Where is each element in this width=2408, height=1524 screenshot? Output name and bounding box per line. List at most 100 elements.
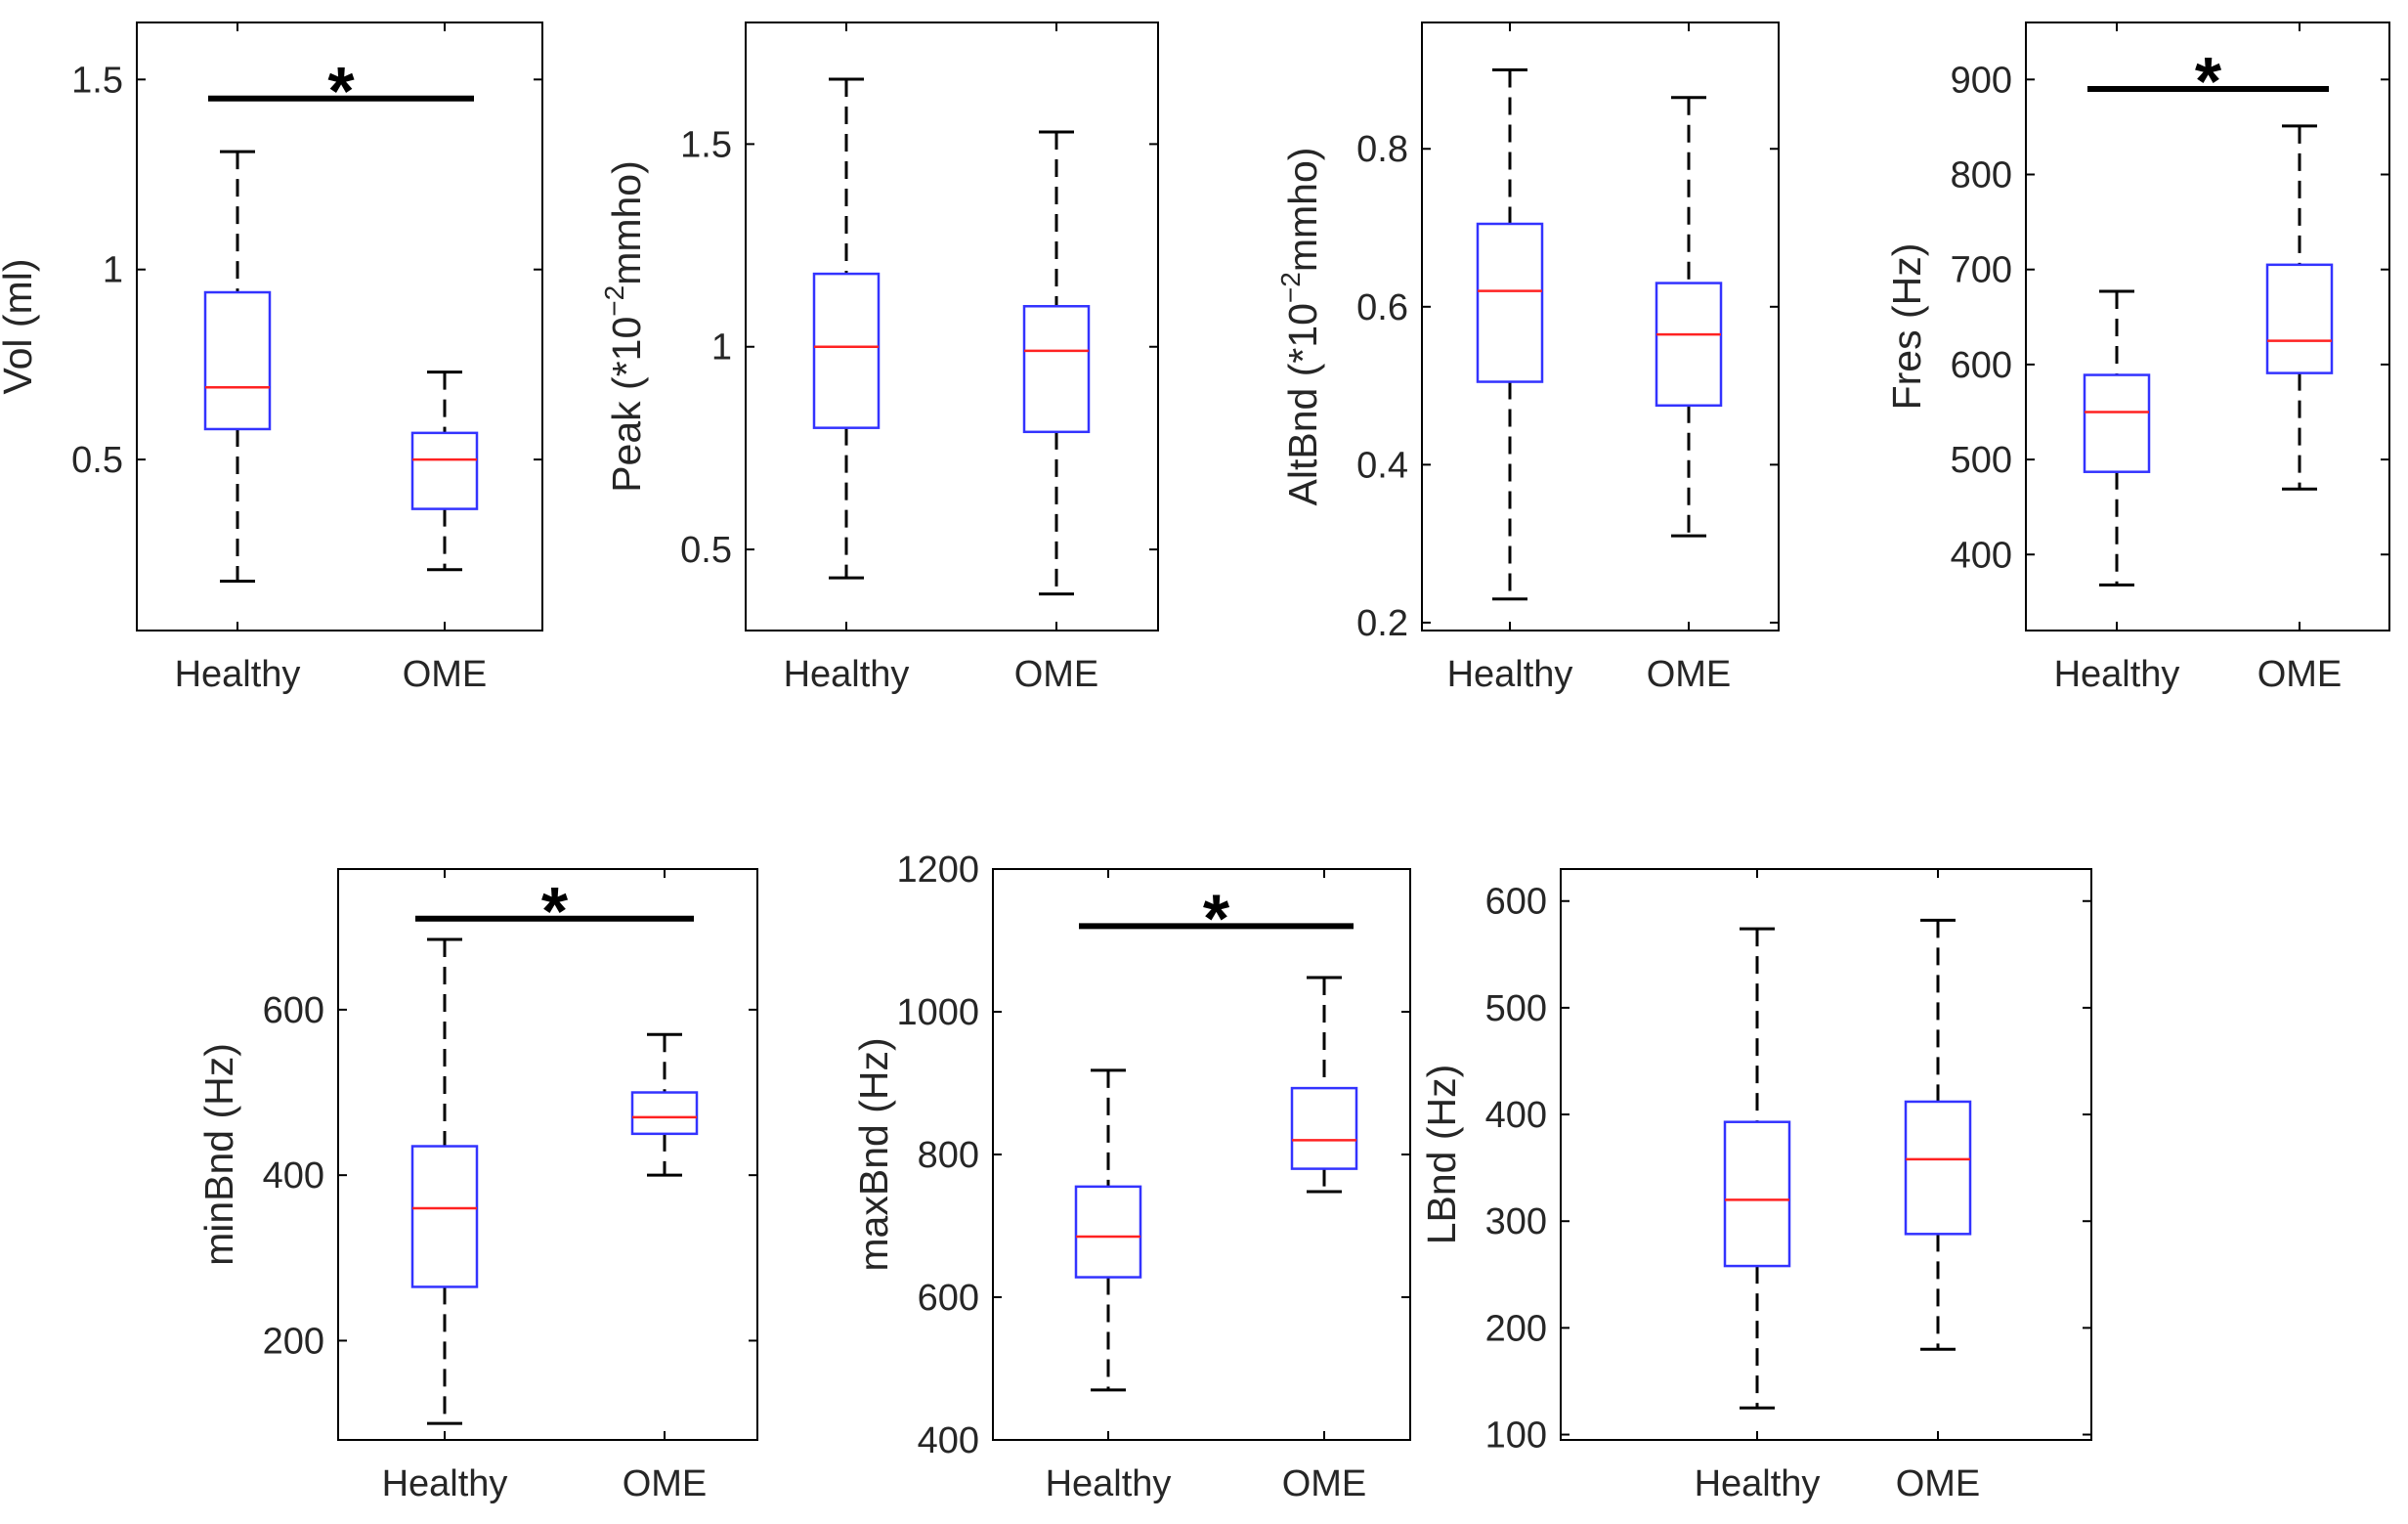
x-tick-label-ome: OME [1282, 1463, 1367, 1504]
axes-frame [745, 22, 1159, 631]
y-tick-label: 1 [711, 327, 732, 369]
iqr-box [1655, 282, 1723, 408]
panel-fres: 400 500 600 700 800 900 Healthy OME Fres (Hz) * [1884, 22, 2390, 695]
iqr-box [1476, 222, 1544, 383]
y-tick-label: 0.4 [1356, 445, 1408, 486]
axes-frame [992, 868, 1411, 1441]
y-tick-label: 200 [1485, 1308, 1547, 1349]
y-tick-label: 600 [263, 990, 324, 1031]
iqr-box [410, 431, 479, 510]
y-axis-label: LBnd (Hz) [1419, 1065, 1464, 1245]
y-axis-label-main: Fres (Hz) [1884, 243, 1929, 411]
box-ome [1904, 918, 1972, 1351]
y-tick-label: 800 [918, 1135, 979, 1176]
y-tick-label: 700 [1951, 250, 2012, 291]
y-tick-label: 200 [263, 1321, 324, 1362]
axes-frame [136, 22, 543, 631]
y-tick-label: 0.8 [1356, 129, 1408, 170]
y-tick-label: 1 [103, 250, 123, 291]
x-tick-label-healthy: Healthy [1046, 1463, 1172, 1504]
x-tick-label-ome: OME [623, 1463, 708, 1504]
y-axis-label-main: Vol (ml) [0, 259, 40, 395]
y-axis-label-unit: mmho) [604, 160, 649, 285]
x-tick-label-healthy: Healthy [1447, 654, 1573, 695]
y-tick-label: 500 [1951, 440, 2012, 481]
significance-star: * [2195, 43, 2222, 119]
axes-frame [1421, 22, 1780, 631]
y-axis-label-exponent: −2 [1275, 272, 1306, 303]
panel-maxbnd: 400 600 800 1000 1200 Healthy OME maxBnd (Hz) * [851, 849, 1411, 1504]
y-tick-label: 1.5 [680, 124, 732, 165]
y-tick-label: 1.5 [71, 60, 123, 101]
significance-star: * [1203, 880, 1230, 956]
y-tick-label: 0.2 [1356, 603, 1408, 644]
x-tick-label-ome: OME [1647, 654, 1732, 695]
y-tick-label: 0.5 [680, 530, 732, 571]
y-tick-label: 900 [1951, 60, 2012, 101]
axes-frame [1560, 868, 2092, 1441]
iqr-box [812, 272, 881, 429]
significance-star: * [541, 873, 569, 949]
y-axis-label: Peak (*10−2mmho) [599, 160, 649, 493]
x-tick-label-ome: OME [403, 654, 488, 695]
y-axis-label-unit: mmho) [1280, 148, 1325, 273]
y-tick-label: 0.5 [71, 440, 123, 481]
significance-star: * [327, 53, 355, 129]
box-healthy [1723, 927, 1791, 1410]
y-tick-label: 400 [263, 1155, 324, 1197]
iqr-box [410, 1145, 479, 1288]
x-tick-label-healthy: Healthy [382, 1463, 508, 1504]
x-tick-label-healthy: Healthy [784, 654, 910, 695]
box-healthy [812, 77, 881, 580]
box-ome [2265, 124, 2334, 491]
x-tick-label-ome: OME [2258, 654, 2343, 695]
y-tick-label: 400 [1485, 1095, 1547, 1136]
iqr-box [203, 290, 272, 431]
box-ome [1655, 96, 1723, 538]
y-axis-label: AltBnd (*10−2mmho) [1275, 148, 1325, 506]
panel-altbnd: 0.2 0.4 0.6 0.8 Healthy OME AltBnd (*10−2mmho) [1275, 22, 1780, 695]
panel-peak: 0.5 1 1.5 Healthy OME Peak (*10−2mmho) [599, 22, 1159, 695]
y-axis-label-main: minBnd (Hz) [196, 1043, 241, 1266]
y-tick-label: 1200 [896, 849, 979, 891]
x-tick-label-ome: OME [1896, 1463, 1981, 1504]
x-tick-label-healthy: Healthy [1695, 1463, 1821, 1504]
iqr-box [1022, 305, 1091, 434]
y-axis-label-main: Peak (*10 [604, 317, 649, 493]
iqr-box [1290, 1086, 1358, 1170]
y-axis-label-main: AltBnd (*10 [1280, 303, 1325, 505]
x-tick-label-healthy: Healthy [2054, 654, 2180, 695]
x-tick-label-healthy: Healthy [175, 654, 301, 695]
iqr-box [1723, 1120, 1791, 1268]
box-ome [630, 1032, 699, 1177]
box-healthy [1074, 1068, 1142, 1392]
axes-frame [337, 868, 758, 1441]
y-axis-label: Vol (ml) [0, 259, 40, 395]
box-healthy [2083, 289, 2151, 587]
box-healthy [410, 937, 479, 1425]
y-tick-label: 400 [918, 1420, 979, 1461]
panel-vol: 0.5 1 1.5 Healthy OME Vol (ml) * [0, 22, 543, 695]
box-ome [1290, 976, 1358, 1194]
y-axis-label-main: LBnd (Hz) [1419, 1065, 1464, 1245]
y-tick-label: 600 [1951, 345, 2012, 386]
y-tick-label: 500 [1485, 988, 1547, 1029]
iqr-box [1074, 1185, 1142, 1279]
box-ome [1022, 130, 1091, 596]
panel-minbnd: 200 400 600 Healthy OME minBnd (Hz) * [196, 868, 758, 1504]
y-axis-label: Fres (Hz) [1884, 243, 1929, 411]
y-tick-label: 1000 [896, 992, 979, 1033]
iqr-box [630, 1091, 699, 1136]
y-axis-label: minBnd (Hz) [196, 1043, 241, 1266]
y-tick-label: 300 [1485, 1201, 1547, 1242]
box-healthy [1476, 67, 1544, 601]
y-tick-label: 800 [1951, 155, 2012, 196]
y-axis-label-exponent: −2 [599, 285, 629, 317]
x-tick-label-ome: OME [1014, 654, 1099, 695]
y-tick-label: 400 [1951, 535, 2012, 576]
iqr-box [2083, 373, 2151, 473]
box-healthy [203, 150, 272, 583]
iqr-box [2265, 263, 2334, 374]
axes-frame [2025, 22, 2390, 631]
